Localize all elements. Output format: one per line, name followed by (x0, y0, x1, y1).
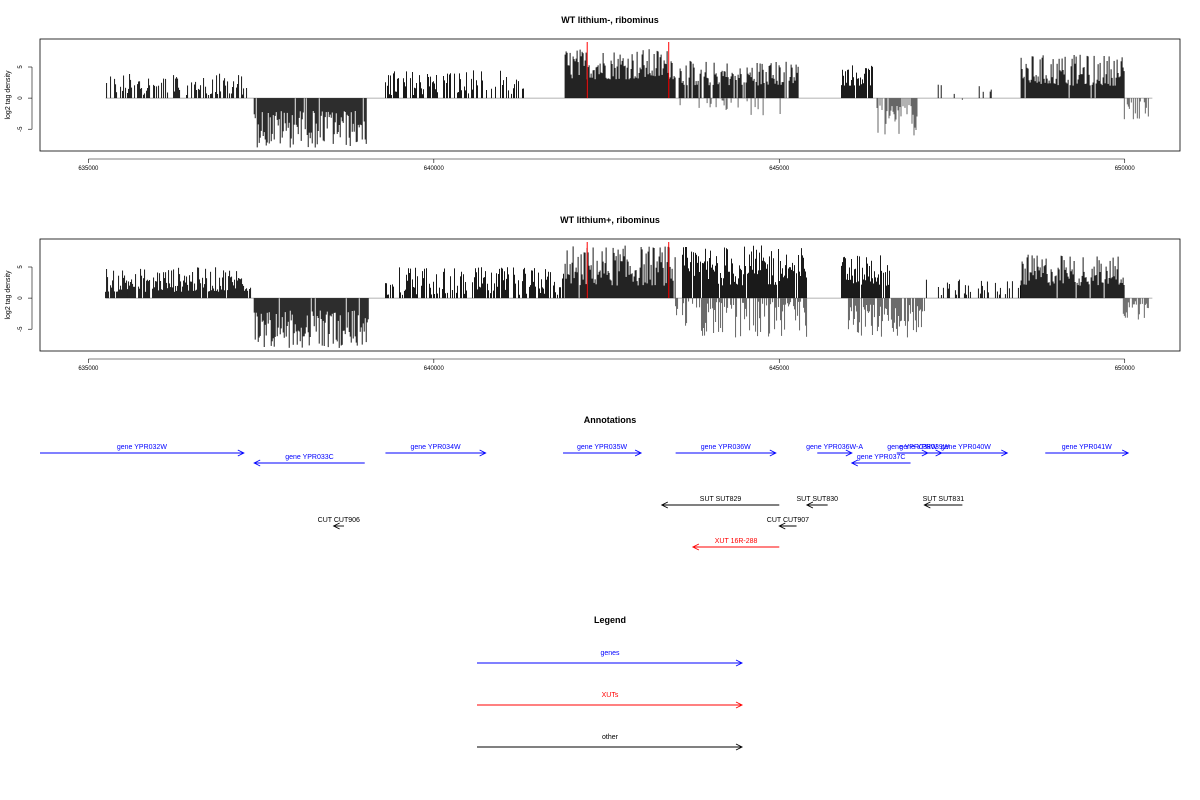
arrow-head (634, 449, 643, 457)
arrow-head (735, 743, 744, 751)
x-tick-label: 635000 (78, 166, 99, 172)
feature-label: gene YPR038W (887, 444, 937, 451)
feature-label: gene YPR034W (411, 444, 461, 451)
arrow-head (845, 449, 853, 457)
x-tick-label: 635000 (78, 366, 99, 372)
feature-label: gene YPR032W (117, 444, 167, 451)
y-tick-label: -5 (18, 326, 24, 332)
feature-label: CUT CUT906 (318, 517, 360, 524)
x-tick-label: 640000 (424, 366, 445, 372)
arrow-head (660, 501, 669, 509)
arrow-head (735, 701, 744, 709)
feature-arrow: XUT 16R-288 (691, 538, 780, 551)
density-bars (106, 49, 1149, 148)
feature-label: SUT SUT830 (797, 496, 839, 503)
feature-arrow: SUT SUT831 (923, 496, 965, 509)
arrow-head (805, 501, 814, 509)
feature-arrow: gene YPR035W (563, 444, 643, 457)
arrow-head (237, 449, 245, 457)
plot-frame (39, 38, 1181, 152)
feature-label: SUT SUT829 (700, 496, 742, 503)
feature-label: gene YPR036W-A (806, 444, 863, 451)
feature-label: gene YPR033C (285, 454, 334, 461)
feature-label: gene YPR036W (701, 444, 751, 451)
feature-arrow: CUT CUT906 (318, 517, 360, 530)
feature-label: CUT CUT907 (767, 517, 809, 524)
feature-arrow: SUT SUT830 (797, 496, 839, 509)
x-tick-label: 640000 (424, 166, 445, 172)
feature-arrow: SUT SUT829 (660, 496, 780, 509)
legend-title: Legend (594, 615, 626, 625)
arrow-head (769, 449, 777, 457)
feature-arrow: gene YPR036W-A (806, 444, 863, 457)
feature-arrow: gene YPR033C (253, 454, 365, 467)
feature-arrow: gene YPR040W (924, 444, 1009, 457)
feature-label: XUT 16R-288 (715, 538, 758, 545)
arrow-head (923, 501, 931, 509)
y-tick-label: -5 (18, 126, 24, 132)
arrow-head (479, 449, 487, 457)
legend-item-XUTs: XUTs (477, 692, 744, 709)
arrow-head (1001, 449, 1009, 457)
y-tick-label: 5 (18, 65, 24, 69)
panel-title: WT lithium+, ribominus (560, 215, 660, 225)
feature-arrow: gene YPR036W (675, 444, 777, 457)
feature-label: gene YPR039W (899, 444, 949, 451)
feature-arrow: gene YPR041W (1045, 444, 1130, 457)
arrow-head (778, 522, 786, 530)
arrow-head (1121, 449, 1130, 457)
arrow-head (735, 659, 744, 667)
density-bars (105, 245, 1149, 348)
legend-label: XUTs (602, 692, 619, 699)
feature-arrow: gene YPR037C (850, 454, 911, 467)
plot-frame (39, 238, 1181, 352)
track-panel-1: WT lithium-, ribominus 635000 640000 645000… (5, 15, 1181, 172)
y-axis-label: log2 tag density (5, 70, 12, 120)
x-tick-label: 645000 (769, 166, 790, 172)
x-tick-label: 645000 (769, 366, 790, 372)
arrow-head (691, 543, 700, 551)
legend-label: other (602, 734, 619, 741)
feature-arrow: gene YPR034W (385, 444, 487, 457)
x-tick-label: 650000 (1115, 366, 1136, 372)
feature-label: SUT SUT831 (923, 496, 965, 503)
legend: Legend genes XUTs other (477, 615, 744, 751)
x-tick-label: 650000 (1115, 166, 1136, 172)
feature-label: gene YPR037C (857, 454, 906, 461)
arrow-head (253, 459, 261, 467)
feature-arrow: gene YPR032W (40, 444, 245, 457)
arrow-head (332, 522, 340, 530)
legend-item-other: other (477, 734, 744, 751)
feature-label: gene YPR041W (1062, 444, 1112, 451)
y-tick-label: 5 (18, 265, 24, 269)
feature-label: gene YPR040W (941, 444, 991, 451)
feature-arrow: CUT CUT907 (767, 517, 809, 530)
arrow-head (850, 459, 859, 467)
legend-item-genes: genes (477, 650, 744, 667)
annotations-title: Annotations (584, 415, 637, 425)
feature-label: gene YPR035W (577, 444, 627, 451)
track-panel-2: WT lithium+, ribominus 635000 640000 645000… (5, 215, 1181, 372)
y-tick-label: 0 (18, 96, 24, 100)
y-axis-label: log2 tag density (5, 270, 12, 320)
y-tick-label: 0 (18, 296, 24, 300)
panel-title: WT lithium-, ribominus (561, 15, 659, 25)
legend-label: genes (600, 650, 620, 657)
annotations-panel: Annotations gene YPR032W gene YPR033C gene … (40, 415, 1130, 551)
